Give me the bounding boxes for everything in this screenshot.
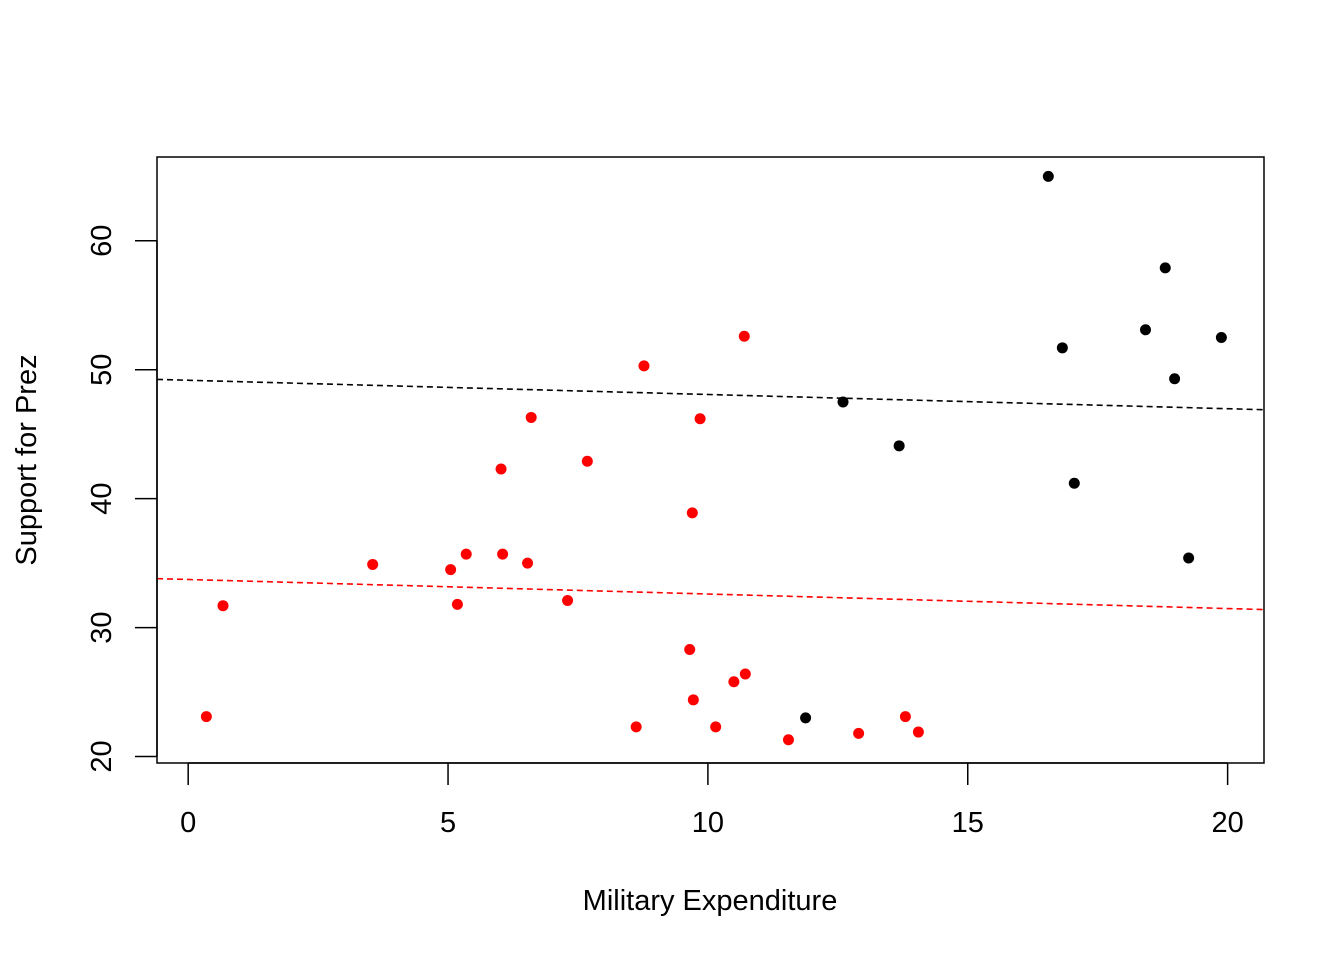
data-point	[710, 721, 722, 733]
x-tick-label: 5	[440, 807, 456, 839]
data-point	[738, 330, 750, 342]
data-point	[1169, 373, 1181, 385]
y-tick-label: 20	[86, 740, 118, 772]
data-point	[497, 548, 509, 560]
x-tick-label: 15	[952, 807, 984, 839]
data-point	[837, 396, 849, 408]
data-point	[1215, 332, 1227, 344]
x-axis: 0 5 10 15 20	[180, 762, 1244, 839]
x-tick-label: 0	[180, 807, 196, 839]
data-point	[1159, 262, 1171, 274]
data-point	[1183, 552, 1195, 564]
data-point	[630, 721, 642, 733]
x-tick-label: 20	[1211, 807, 1243, 839]
x-tick-label: 10	[692, 807, 724, 839]
data-point	[899, 711, 911, 723]
data-point	[638, 360, 650, 372]
data-point	[728, 676, 740, 688]
data-point	[1056, 342, 1068, 354]
x-axis-label: Military Expenditure	[583, 885, 838, 917]
data-point	[460, 548, 472, 560]
trend-lines	[156, 378, 1265, 611]
trend-line-2	[156, 378, 1265, 411]
y-tick-label: 40	[86, 483, 118, 515]
data-point	[581, 455, 593, 467]
data-point	[451, 598, 463, 610]
data-point	[217, 600, 229, 612]
y-tick-label: 50	[86, 354, 118, 386]
plot-frame	[156, 156, 1265, 764]
y-axis-label: Support for Prez	[11, 354, 43, 565]
data-point	[1042, 170, 1054, 182]
data-point	[1068, 477, 1080, 489]
y-tick-label: 60	[86, 225, 118, 257]
data-point	[687, 694, 699, 706]
data-point	[200, 711, 212, 723]
y-axis: 20 30 40 50 60	[86, 225, 158, 773]
data-point	[684, 644, 696, 656]
data-point	[367, 558, 379, 570]
data-point	[912, 726, 924, 738]
data-point	[445, 564, 457, 576]
data-point	[1140, 324, 1152, 336]
trend-line-1	[156, 577, 1265, 611]
data-point	[694, 413, 706, 425]
data-point	[686, 507, 698, 519]
data-point	[562, 595, 574, 607]
data-point	[522, 557, 534, 569]
data-point	[525, 411, 537, 423]
data-point	[782, 734, 794, 746]
data-point	[495, 463, 507, 475]
y-tick-label: 30	[86, 611, 118, 643]
data-point	[853, 727, 865, 739]
data-points	[200, 170, 1227, 746]
data-point	[893, 440, 905, 452]
data-point	[739, 668, 751, 680]
data-point	[800, 712, 812, 724]
